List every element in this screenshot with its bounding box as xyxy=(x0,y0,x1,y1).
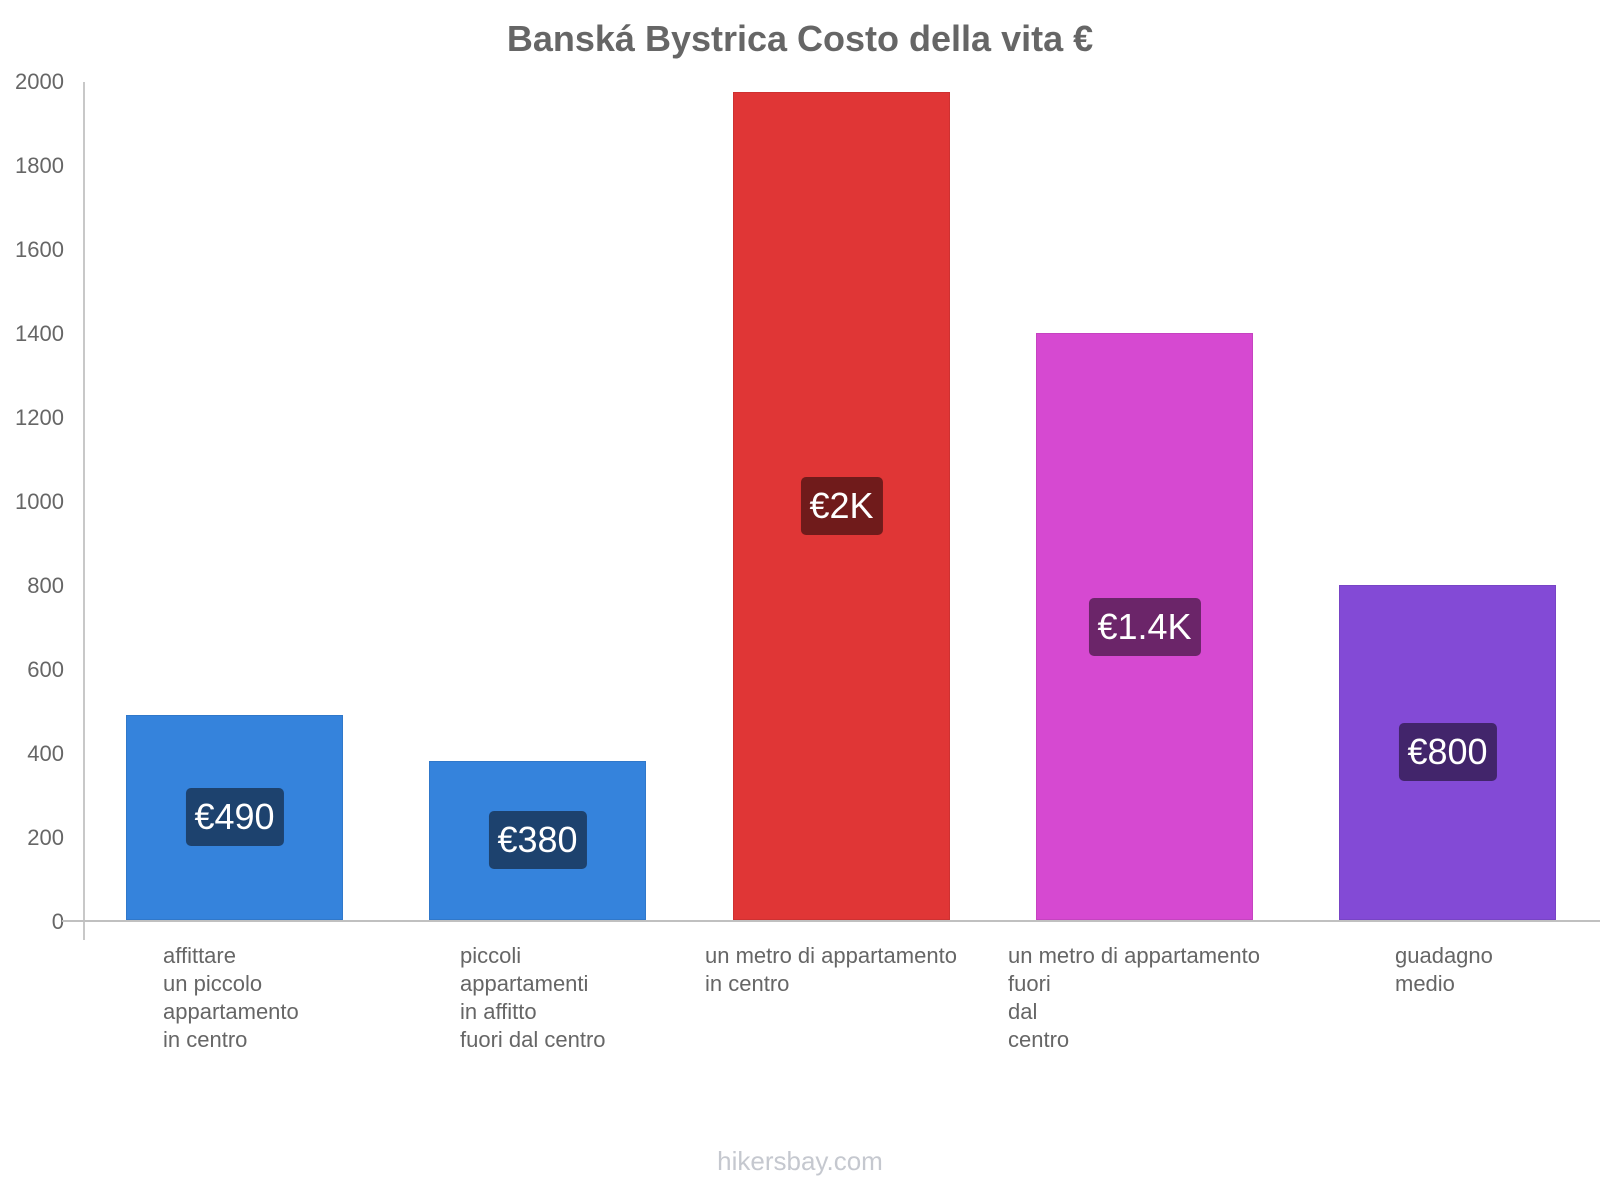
value-label: €1.4K xyxy=(1088,597,1201,656)
y-tick: 1200 xyxy=(15,405,64,430)
value-label: €490 xyxy=(185,788,284,847)
y-axis-line xyxy=(83,82,85,940)
y-tick: 200 xyxy=(27,825,64,850)
y-tick: 400 xyxy=(27,741,64,766)
value-label: €380 xyxy=(488,811,587,870)
y-tick: 2000 xyxy=(15,69,64,94)
x-label: guadagno medio xyxy=(1395,943,1493,996)
y-zero-tick xyxy=(62,920,83,922)
y-tick: 1000 xyxy=(15,489,64,514)
y-tick: 1800 xyxy=(15,153,64,178)
x-label: un metro di appartamento in centro xyxy=(705,943,957,996)
y-tick: 1600 xyxy=(15,237,64,262)
value-label: €2K xyxy=(800,477,883,536)
x-label: affittare un piccolo appartamento in cen… xyxy=(163,943,299,1052)
x-label: un metro di appartamento fuori dal centr… xyxy=(1008,943,1260,1052)
y-tick: 800 xyxy=(27,573,64,598)
value-label: €800 xyxy=(1398,723,1497,782)
x-label: piccoli appartamenti in affitto fuori da… xyxy=(460,943,606,1052)
x-axis-line xyxy=(62,920,1600,922)
y-tick: 0 xyxy=(51,909,64,934)
chart-title: Banská Bystrica Costo della vita € xyxy=(506,18,1094,59)
y-tick: 600 xyxy=(27,657,64,682)
watermark: hikersbay.com xyxy=(717,1146,883,1176)
y-tick: 1400 xyxy=(15,321,64,346)
